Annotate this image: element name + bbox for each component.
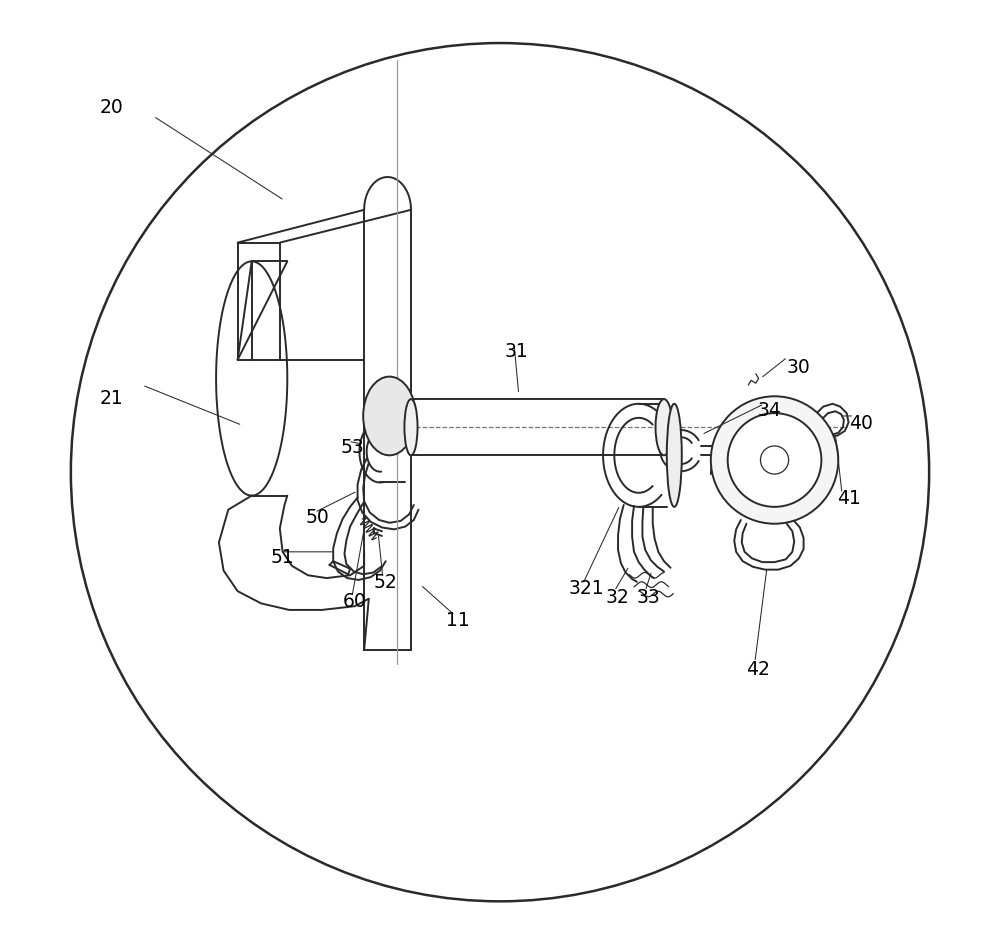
Text: 51: 51 (271, 548, 294, 566)
Text: 20: 20 (99, 98, 123, 117)
Text: 31: 31 (505, 342, 529, 360)
Text: 33: 33 (636, 588, 660, 607)
Circle shape (711, 397, 838, 524)
Ellipse shape (404, 400, 418, 456)
Ellipse shape (667, 404, 682, 507)
Text: 34: 34 (758, 401, 782, 419)
Text: 40: 40 (849, 414, 873, 432)
Text: 52: 52 (374, 573, 398, 592)
Text: 11: 11 (446, 610, 470, 629)
Ellipse shape (363, 377, 416, 456)
Text: 42: 42 (746, 660, 770, 679)
Text: 53: 53 (340, 438, 364, 457)
Text: 50: 50 (305, 507, 329, 526)
Circle shape (728, 414, 821, 507)
Ellipse shape (656, 400, 672, 456)
Text: 321: 321 (568, 578, 604, 597)
Text: 60: 60 (343, 592, 367, 610)
Text: 21: 21 (99, 388, 123, 407)
Text: 32: 32 (605, 588, 629, 607)
Circle shape (71, 44, 929, 901)
Text: 30: 30 (786, 358, 810, 376)
Text: 41: 41 (837, 489, 861, 507)
